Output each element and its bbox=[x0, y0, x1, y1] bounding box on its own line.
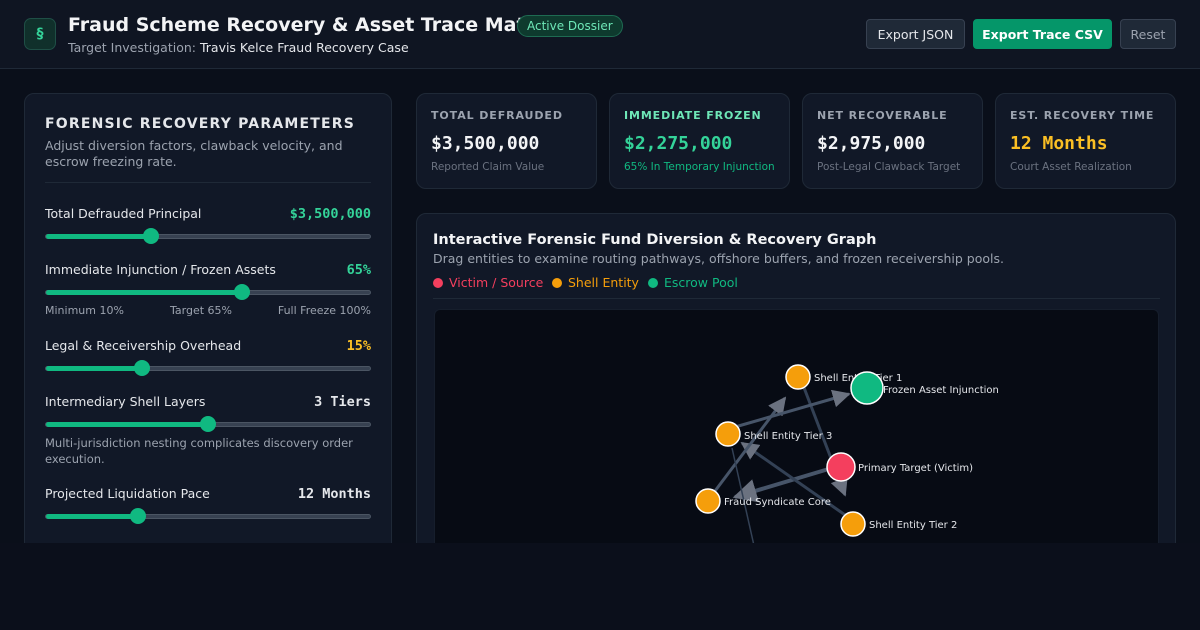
graph-canvas[interactable]: Shell Entity Tier 1 Frozen Asset Injunct… bbox=[434, 309, 1159, 559]
svg-text:Shell Entity Tier 2: Shell Entity Tier 2 bbox=[869, 520, 957, 531]
edge-tier3-offcanvas bbox=[731, 447, 756, 551]
card-net-recoverable: NET RECOVERABLE $2,975,000 Post-Legal Cl… bbox=[802, 93, 983, 189]
slider-fill bbox=[46, 422, 208, 427]
liquidation-pace-value: 12 Months bbox=[297, 486, 371, 502]
legend-shell: Shell Entity bbox=[552, 275, 639, 290]
panel-description: Adjust diversion factors, clawback veloc… bbox=[45, 138, 343, 169]
slider-fill bbox=[46, 366, 143, 371]
graph-title: Interactive Forensic Fund Diversion & Re… bbox=[433, 232, 877, 248]
status-badge: Active Dossier bbox=[517, 15, 623, 37]
range-target-label: Target 65% bbox=[170, 304, 232, 317]
card-label: TOTAL DEFRAUDED bbox=[431, 109, 563, 122]
card-label: EST. RECOVERY TIME bbox=[1010, 109, 1155, 122]
legend-escrow: Escrow Pool bbox=[648, 275, 738, 290]
slider-fill bbox=[46, 514, 139, 519]
legal-overhead-label: Legal & Receivership Overhead bbox=[45, 338, 242, 353]
principal-label: Total Defrauded Principal bbox=[45, 206, 202, 221]
svg-text:Primary Target (Victim): Primary Target (Victim) bbox=[858, 463, 973, 474]
export-json-button[interactable]: Export JSON bbox=[866, 19, 965, 49]
legend-label: Escrow Pool bbox=[664, 275, 738, 290]
card-value: $2,975,000 bbox=[817, 133, 926, 154]
graph-description: Drag entities to examine routing pathway… bbox=[433, 251, 1004, 266]
liquidation-pace-label: Projected Liquidation Pace bbox=[45, 486, 210, 501]
card-value: $2,275,000 bbox=[624, 133, 733, 154]
shell-layers-value: 3 Tiers bbox=[314, 394, 371, 410]
legend-dot bbox=[648, 277, 658, 288]
diversion-graph[interactable]: Shell Entity Tier 1 Frozen Asset Injunct… bbox=[435, 310, 1159, 559]
slider-thumb[interactable] bbox=[130, 508, 147, 524]
liquidation-pace-slider[interactable] bbox=[45, 508, 371, 524]
frozen-assets-value: 65% bbox=[346, 262, 371, 278]
bottom-area bbox=[0, 543, 1200, 630]
frozen-assets-label: Immediate Injunction / Frozen Assets bbox=[45, 262, 276, 277]
node-shell-tier-3[interactable]: Shell Entity Tier 3 bbox=[715, 421, 832, 447]
card-note: Post-Legal Clawback Target bbox=[817, 161, 961, 173]
panel-title: FORENSIC RECOVERY PARAMETERS bbox=[45, 116, 356, 132]
subtitle-label: Target Investigation: bbox=[68, 40, 196, 55]
card-total-defrauded: TOTAL DEFRAUDED $3,500,000 Reported Clai… bbox=[416, 93, 597, 189]
card-immediate-frozen: IMMEDIATE FROZEN $2,275,000 65% In Tempo… bbox=[609, 93, 790, 189]
export-csv-button[interactable]: Export Trace CSV bbox=[973, 19, 1112, 49]
slider-fill bbox=[46, 234, 152, 239]
principal-slider[interactable] bbox=[45, 228, 371, 244]
card-note: 65% In Temporary Injunction bbox=[624, 161, 775, 173]
legend-label: Shell Entity bbox=[568, 275, 639, 290]
card-note: Reported Claim Value bbox=[431, 161, 545, 173]
reset-button[interactable]: Reset bbox=[1120, 19, 1176, 49]
page-title: Fraud Scheme Recovery & Asset Trace Matr… bbox=[68, 14, 554, 36]
range-min-label: Minimum 10% bbox=[45, 304, 124, 317]
parameters-panel: FORENSIC RECOVERY PARAMETERS Adjust dive… bbox=[24, 93, 392, 573]
svg-text:Frozen Asset Injunction: Frozen Asset Injunction bbox=[883, 385, 999, 396]
slider-thumb[interactable] bbox=[143, 228, 160, 244]
legend-dot bbox=[552, 277, 562, 288]
card-label: IMMEDIATE FROZEN bbox=[624, 109, 762, 122]
svg-text:Shell Entity Tier 3: Shell Entity Tier 3 bbox=[744, 431, 832, 442]
section-sign-icon: § bbox=[24, 18, 56, 50]
card-label: NET RECOVERABLE bbox=[817, 109, 948, 122]
svg-text:Fraud Syndicate Core: Fraud Syndicate Core bbox=[724, 497, 831, 508]
range-max-label: Full Freeze 100% bbox=[277, 304, 371, 317]
slider-thumb[interactable] bbox=[234, 284, 251, 300]
divider bbox=[433, 298, 1160, 299]
investigation-subtitle: Target Investigation: Travis Kelce Fraud… bbox=[68, 40, 409, 55]
node-frozen-asset-injunction[interactable]: Frozen Asset Injunction bbox=[850, 371, 999, 405]
frozen-assets-slider[interactable] bbox=[45, 284, 371, 300]
legal-overhead-slider[interactable] bbox=[45, 360, 371, 376]
edge-victim-to-core bbox=[732, 466, 833, 503]
slider-fill bbox=[46, 290, 243, 295]
shell-layers-slider[interactable] bbox=[45, 416, 371, 432]
legal-overhead-value: 15% bbox=[346, 338, 371, 354]
card-recovery-time: EST. RECOVERY TIME 12 Months Court Asset… bbox=[995, 93, 1176, 189]
edge-tier2-to-tier3 bbox=[740, 441, 849, 519]
principal-value: $3,500,000 bbox=[289, 206, 371, 222]
card-value: $3,500,000 bbox=[431, 133, 540, 154]
graph-panel: Interactive Forensic Fund Diversion & Re… bbox=[416, 213, 1176, 573]
node-primary-target-victim[interactable]: Primary Target (Victim) bbox=[826, 452, 973, 482]
divider bbox=[45, 182, 371, 183]
slider-thumb[interactable] bbox=[134, 360, 151, 376]
legend-victim: Victim / Source bbox=[433, 275, 543, 290]
legend-dot bbox=[433, 277, 443, 288]
edge-core-to-tier1 bbox=[713, 396, 787, 492]
edge-tier3-to-frozen bbox=[734, 389, 851, 429]
card-value: 12 Months bbox=[1010, 133, 1108, 154]
legend-label: Victim / Source bbox=[449, 275, 544, 290]
shell-layers-label: Intermediary Shell Layers bbox=[45, 394, 206, 409]
subtitle-value: Travis Kelce Fraud Recovery Case bbox=[199, 40, 409, 55]
shell-layers-note: Multi-jurisdiction nesting complicates d… bbox=[45, 436, 353, 466]
top-bar: § Fraud Scheme Recovery & Asset Trace Ma… bbox=[0, 0, 1200, 69]
slider-thumb[interactable] bbox=[200, 416, 216, 432]
card-note: Court Asset Realization bbox=[1010, 161, 1132, 173]
node-fraud-syndicate-core[interactable]: Fraud Syndicate Core bbox=[695, 488, 831, 514]
node-shell-tier-2[interactable]: Shell Entity Tier 2 bbox=[840, 511, 957, 537]
